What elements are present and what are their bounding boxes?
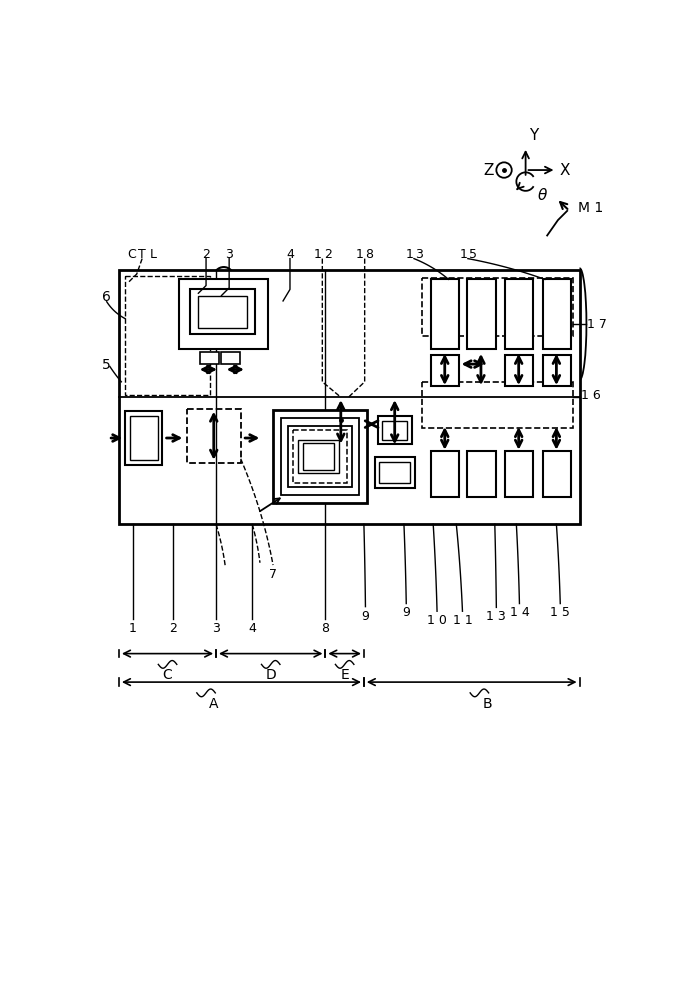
Text: 1: 1: [460, 248, 468, 261]
Text: 2: 2: [169, 622, 177, 635]
Text: 1: 1: [129, 622, 137, 635]
Bar: [187, 409, 241, 463]
Text: 9: 9: [403, 606, 410, 619]
Text: Y: Y: [528, 128, 538, 143]
Bar: [431, 279, 460, 349]
Text: 1 3: 1 3: [486, 610, 506, 623]
Text: T: T: [138, 248, 146, 261]
Bar: [505, 451, 533, 497]
Text: 5: 5: [103, 358, 111, 372]
Text: 9: 9: [362, 610, 369, 623]
Bar: [431, 451, 460, 497]
Circle shape: [496, 162, 512, 178]
Bar: [543, 451, 571, 497]
Text: A: A: [209, 697, 218, 711]
Text: L: L: [150, 248, 156, 261]
Text: M 1: M 1: [578, 201, 603, 215]
Text: 5: 5: [469, 248, 477, 261]
Text: 6: 6: [102, 290, 111, 304]
Bar: [543, 355, 571, 386]
Circle shape: [333, 412, 350, 429]
Bar: [298, 440, 339, 473]
Bar: [130, 416, 158, 460]
Bar: [467, 451, 496, 497]
Text: 3: 3: [225, 248, 233, 261]
Text: 8: 8: [365, 248, 373, 261]
Bar: [288, 426, 352, 487]
Text: X: X: [560, 163, 570, 178]
Text: 1 1: 1 1: [453, 614, 473, 627]
Bar: [505, 279, 533, 349]
Text: D: D: [265, 668, 276, 682]
Bar: [431, 355, 460, 386]
Text: 1: 1: [356, 248, 364, 261]
Text: 1 5: 1 5: [550, 606, 571, 619]
Text: $\theta$: $\theta$: [537, 187, 548, 203]
Bar: [221, 352, 240, 364]
Bar: [505, 355, 533, 386]
Bar: [190, 289, 255, 334]
Bar: [179, 279, 268, 349]
Bar: [281, 418, 359, 495]
Text: 2: 2: [202, 248, 210, 261]
Text: 3: 3: [212, 622, 220, 635]
Text: 4: 4: [248, 622, 256, 635]
Bar: [293, 430, 347, 483]
Bar: [382, 421, 407, 440]
Bar: [378, 416, 411, 444]
Circle shape: [214, 267, 234, 287]
Bar: [422, 382, 573, 428]
Bar: [200, 352, 219, 364]
Text: 2: 2: [324, 248, 332, 261]
Text: 8: 8: [322, 622, 329, 635]
Text: 3: 3: [415, 248, 423, 261]
Text: C: C: [163, 668, 173, 682]
Bar: [467, 279, 496, 349]
Bar: [375, 457, 415, 488]
Bar: [303, 443, 334, 470]
Text: 1 0: 1 0: [427, 614, 447, 627]
Text: 1 4: 1 4: [509, 606, 529, 619]
Text: C: C: [127, 248, 136, 261]
Bar: [379, 462, 410, 483]
Text: 1 6: 1 6: [581, 389, 601, 402]
Circle shape: [220, 273, 228, 281]
Bar: [119, 270, 579, 524]
Bar: [199, 296, 247, 328]
Text: 7: 7: [269, 568, 277, 581]
Text: E: E: [340, 668, 349, 682]
Bar: [273, 410, 367, 503]
Text: 4: 4: [286, 248, 294, 261]
Text: B: B: [482, 697, 492, 711]
Text: 1: 1: [406, 248, 414, 261]
Bar: [125, 276, 210, 395]
Text: 1 7: 1 7: [588, 318, 607, 331]
Text: 1: 1: [313, 248, 322, 261]
Bar: [543, 279, 571, 349]
Bar: [125, 411, 162, 465]
Text: Z: Z: [483, 163, 493, 178]
Bar: [422, 278, 573, 336]
